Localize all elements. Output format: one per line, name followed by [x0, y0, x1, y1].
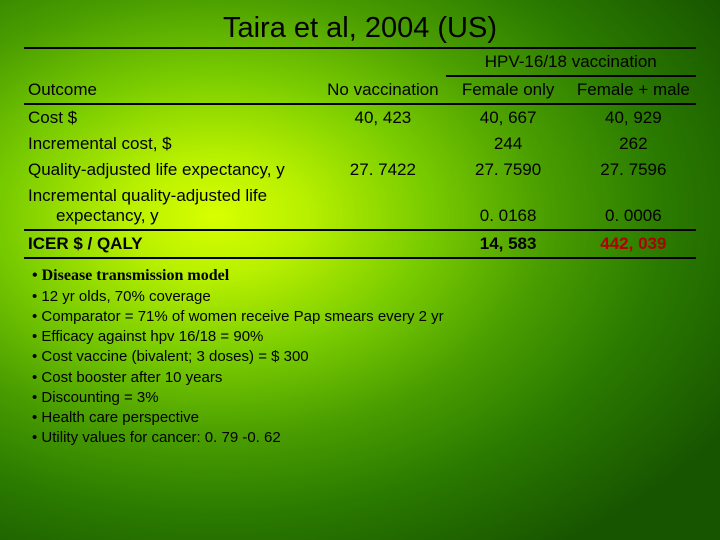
slide-title: Taira et al, 2004 (US): [24, 12, 696, 49]
icer-row: ICER $ / QALY 14, 583 442, 039: [24, 230, 696, 258]
table-row: Cost $ 40, 423 40, 667 40, 929: [24, 104, 696, 131]
table-row: Incremental quality-adjusted lifeexpecta…: [24, 183, 696, 230]
span-header: HPV-16/18 vaccination: [446, 49, 697, 76]
hdr-femalemale: Female + male: [571, 76, 696, 104]
list-item: Discounting = 3%: [32, 388, 696, 408]
hdr-outcome: Outcome: [24, 76, 320, 104]
bullet-list: Disease transmission model 12 yr olds, 7…: [24, 265, 696, 449]
list-item: Disease transmission model: [32, 265, 696, 287]
table-row: Quality-adjusted life expectancy, y 27. …: [24, 157, 696, 183]
list-item: Health care perspective: [32, 408, 696, 428]
list-item: 12 yr olds, 70% coverage: [32, 287, 696, 307]
icer-highlight: 442, 039: [571, 230, 696, 258]
results-table: HPV-16/18 vaccination Outcome No vaccina…: [24, 49, 696, 259]
hdr-novax: No vaccination: [320, 76, 445, 104]
list-item: Cost booster after 10 years: [32, 368, 696, 388]
list-item: Utility values for cancer: 0. 79 -0. 62: [32, 428, 696, 448]
list-item: Comparator = 71% of women receive Pap sm…: [32, 307, 696, 327]
table-row: Incremental cost, $ 244 262: [24, 131, 696, 157]
list-item: Efficacy against hpv 16/18 = 90%: [32, 327, 696, 347]
hdr-female: Female only: [446, 76, 571, 104]
list-item: Cost vaccine (bivalent; 3 doses) = $ 300: [32, 347, 696, 367]
